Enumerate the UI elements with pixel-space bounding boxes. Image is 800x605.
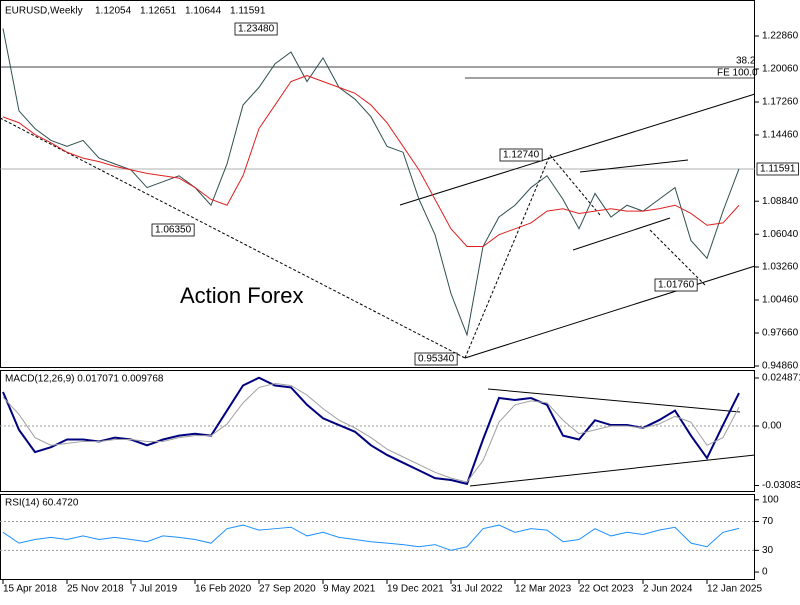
y-tick-label: 70 <box>762 516 774 527</box>
annotation-box <box>151 223 195 237</box>
x-tick-label: 22 Oct 2023 <box>579 584 634 595</box>
y-tick-label: 1.03260 <box>762 262 799 273</box>
x-tick-label: 15 Apr 2018 <box>3 584 57 595</box>
y-tick-label: 0.97660 <box>762 328 799 339</box>
watermark: Action Forex <box>180 283 304 308</box>
header-value: 1.12054 <box>95 6 132 17</box>
annotation: FE 100.0 <box>717 68 758 79</box>
x-tick-label: 31 Jul 2022 <box>451 584 503 595</box>
header-value: 1.11591 <box>230 6 266 17</box>
annotation-box <box>414 352 458 366</box>
series-line <box>2 524 740 551</box>
annotation: 1.12740 <box>503 150 540 161</box>
y-tick-label: 0 <box>762 567 768 578</box>
rsi-panel <box>0 494 755 580</box>
x-tick-label: 27 Sep 2020 <box>259 584 316 595</box>
chart-title: EURUSD,Weekly <box>5 6 83 17</box>
x-tick-label: 12 Jan 2025 <box>707 584 762 595</box>
annotation: 0.95340 <box>418 354 455 365</box>
x-tick-label: 25 Nov 2018 <box>67 584 124 595</box>
annotation: 1.01760 <box>658 280 695 291</box>
series-line <box>2 75 740 247</box>
annotation-box <box>756 162 799 176</box>
x-tick-label: 19 Dec 2021 <box>387 584 444 595</box>
y-tick-label: -0.030836 <box>762 480 800 491</box>
y-tick-label: 0.024871 <box>762 373 800 384</box>
annotation-box <box>234 22 278 36</box>
panel-title: RSI(14) 60.4720 <box>5 498 79 509</box>
trendlines <box>0 93 756 487</box>
annotation: 1.23480 <box>238 24 275 35</box>
macd-panel <box>0 370 755 492</box>
y-tick-label: 1.22860 <box>762 31 799 42</box>
y-tick-label: 1.00460 <box>762 295 799 306</box>
y-tick-label: 1.20060 <box>762 64 799 75</box>
annotation-box <box>499 148 543 162</box>
y-tick-label: 1.06040 <box>762 229 799 240</box>
x-tick-label: 2 Jun 2024 <box>643 584 693 595</box>
y-tick-label: 0.94860 <box>762 361 799 372</box>
panel-title: MACD(12,26,9) 0.017071 0.009768 <box>5 374 164 385</box>
x-tick-label: 9 May 2021 <box>323 584 376 595</box>
series-line <box>2 28 740 337</box>
header-value: 1.12651 <box>140 6 177 17</box>
y-tick-label: 1.14460 <box>762 130 799 141</box>
y-tick-label: 0.00 <box>762 421 782 432</box>
y-tick-label: 100 <box>762 494 779 505</box>
annotation: 1.11591 <box>760 164 796 175</box>
x-tick-label: 16 Feb 2020 <box>195 584 252 595</box>
y-tick-label: 1.08840 <box>762 196 799 207</box>
x-tick-label: 7 Jul 2019 <box>131 584 178 595</box>
series-line <box>2 376 740 486</box>
price-panel <box>0 0 755 368</box>
y-tick-label: 30 <box>762 545 774 556</box>
series-line <box>2 383 740 483</box>
header-value: 1.10644 <box>185 6 222 17</box>
annotation-box <box>654 278 698 292</box>
y-tick-label: 1.17260 <box>762 97 799 108</box>
annotation: 1.06350 <box>155 225 192 236</box>
x-tick-label: 12 Mar 2023 <box>515 584 572 595</box>
annotation: 38.2 <box>736 56 756 67</box>
